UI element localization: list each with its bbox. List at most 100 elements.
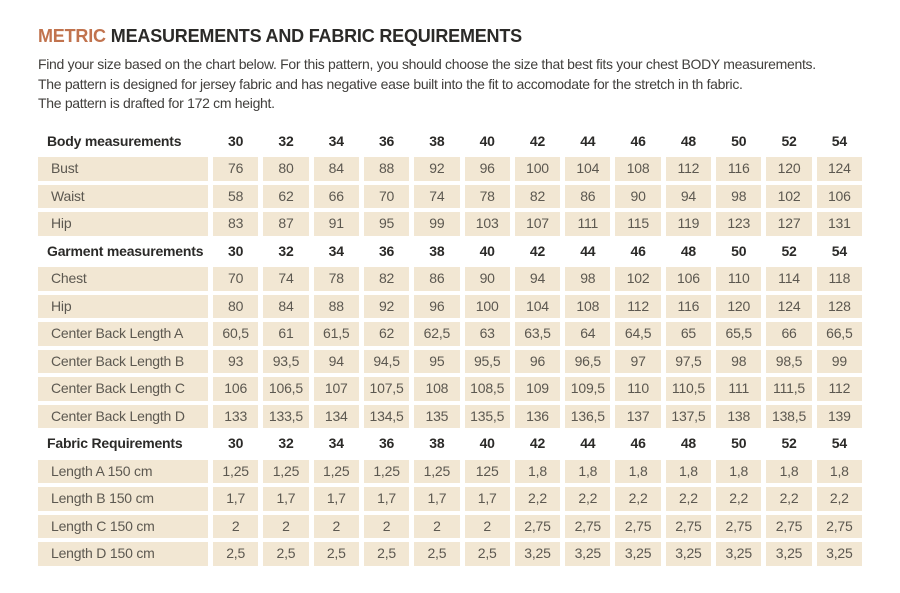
value-cell: 96 xyxy=(464,157,510,181)
value-cell: 1,8 xyxy=(766,459,812,483)
value-cell: 107,5 xyxy=(363,377,410,401)
value-cell: 107 xyxy=(514,212,561,236)
size-header-cell: 52 xyxy=(781,435,797,451)
value-cell: 66 xyxy=(313,184,359,208)
value-cell: 94 xyxy=(665,184,712,208)
value-cell: 1,8 xyxy=(716,459,762,483)
value-cell: 87 xyxy=(263,212,309,236)
value-cell: 97,5 xyxy=(665,349,712,373)
value-cell: 111,5 xyxy=(766,377,812,401)
value-cell: 133 xyxy=(213,404,259,428)
value-cell: 2,5 xyxy=(263,542,309,566)
size-header-cell: 54 xyxy=(831,435,847,451)
value-cell: 135 xyxy=(414,404,460,428)
value-cell: 111 xyxy=(565,212,611,236)
value-cell: 2,2 xyxy=(514,487,561,511)
value-cell: 100 xyxy=(464,294,510,318)
value-cell: 100 xyxy=(514,157,561,181)
value-cell: 1,25 xyxy=(363,459,410,483)
value-cell: 1,25 xyxy=(313,459,359,483)
value-cell: 108,5 xyxy=(464,377,510,401)
value-cell: 95,5 xyxy=(464,349,510,373)
value-cell: 96 xyxy=(514,349,561,373)
value-cell: 95 xyxy=(363,212,410,236)
value-cell: 2,2 xyxy=(615,487,661,511)
size-header-cell: 34 xyxy=(328,132,344,149)
row-label: Length B 150 cm xyxy=(38,487,208,511)
value-cell: 127 xyxy=(766,212,812,236)
size-header-cell: 40 xyxy=(479,242,495,259)
value-cell: 120 xyxy=(766,157,812,181)
value-cell: 2,2 xyxy=(766,487,812,511)
value-cell: 2,75 xyxy=(816,514,862,538)
value-cell: 94,5 xyxy=(363,349,410,373)
page-title: METRIC MEASUREMENTS AND FABRIC REQUIREMEN… xyxy=(38,26,862,47)
value-cell: 62 xyxy=(263,184,309,208)
value-cell: 134 xyxy=(313,404,359,428)
size-header-cell: 38 xyxy=(429,242,445,259)
value-cell: 1,7 xyxy=(414,487,460,511)
size-header-cell: 30 xyxy=(228,242,244,259)
intro-text: Find your size based on the chart below.… xyxy=(38,55,862,114)
size-header-cell: 38 xyxy=(429,435,445,451)
value-cell: 78 xyxy=(313,267,359,291)
value-cell: 84 xyxy=(263,294,309,318)
value-cell: 82 xyxy=(363,267,410,291)
size-header-cell: 46 xyxy=(630,435,646,451)
value-cell: 2,75 xyxy=(514,514,561,538)
value-cell: 74 xyxy=(263,267,309,291)
size-header-cell: 48 xyxy=(680,242,696,259)
size-header-cell: 32 xyxy=(278,242,294,259)
value-cell: 1,8 xyxy=(565,459,611,483)
value-cell: 124 xyxy=(816,157,862,181)
value-cell: 107 xyxy=(313,377,359,401)
value-cell: 98 xyxy=(565,267,611,291)
value-cell: 98 xyxy=(716,184,762,208)
value-cell: 115 xyxy=(615,212,661,236)
value-cell: 139 xyxy=(816,404,862,428)
size-header-cell: 46 xyxy=(630,132,646,149)
value-cell: 1,7 xyxy=(464,487,510,511)
value-cell: 80 xyxy=(263,157,309,181)
size-header-cell: 32 xyxy=(278,435,294,451)
value-cell: 70 xyxy=(213,267,259,291)
value-cell: 96,5 xyxy=(565,349,611,373)
size-header-cell: 32 xyxy=(278,132,294,149)
value-cell: 111 xyxy=(716,377,762,401)
size-header-cell: 54 xyxy=(831,242,847,259)
value-cell: 106 xyxy=(665,267,712,291)
value-cell: 1,8 xyxy=(615,459,661,483)
value-cell: 109 xyxy=(514,377,561,401)
value-cell: 137,5 xyxy=(665,404,712,428)
row-label: Waist xyxy=(38,184,208,208)
value-cell: 1,7 xyxy=(313,487,359,511)
value-cell: 2,2 xyxy=(565,487,611,511)
value-cell: 97 xyxy=(615,349,661,373)
value-cell: 95 xyxy=(414,349,460,373)
value-cell: 70 xyxy=(363,184,410,208)
value-cell: 103 xyxy=(464,212,510,236)
value-cell: 2 xyxy=(464,514,510,538)
value-cell: 90 xyxy=(615,184,661,208)
value-cell: 64,5 xyxy=(615,322,661,346)
value-cell: 138,5 xyxy=(766,404,812,428)
value-cell: 123 xyxy=(716,212,762,236)
row-label: Bust xyxy=(38,157,208,181)
pattern-instruction-page: METRIC MEASUREMENTS AND FABRIC REQUIREMEN… xyxy=(38,26,862,566)
value-cell: 3,25 xyxy=(565,542,611,566)
size-header-cell: 42 xyxy=(529,435,546,451)
row-label: Length D 150 cm xyxy=(38,542,208,566)
value-cell: 3,25 xyxy=(766,542,812,566)
value-cell: 2 xyxy=(414,514,460,538)
size-header-cell: 52 xyxy=(781,132,797,149)
row-label: Hip xyxy=(38,212,208,236)
size-header-cell: 34 xyxy=(328,242,344,259)
value-cell: 76 xyxy=(213,157,259,181)
value-cell: 86 xyxy=(414,267,460,291)
value-cell: 133,5 xyxy=(263,404,309,428)
value-cell: 2,2 xyxy=(716,487,762,511)
value-cell: 60,5 xyxy=(213,322,259,346)
section-header-label: Body measurements xyxy=(47,132,182,149)
size-header-cell: 44 xyxy=(580,132,596,149)
size-header-cell: 50 xyxy=(731,242,747,259)
